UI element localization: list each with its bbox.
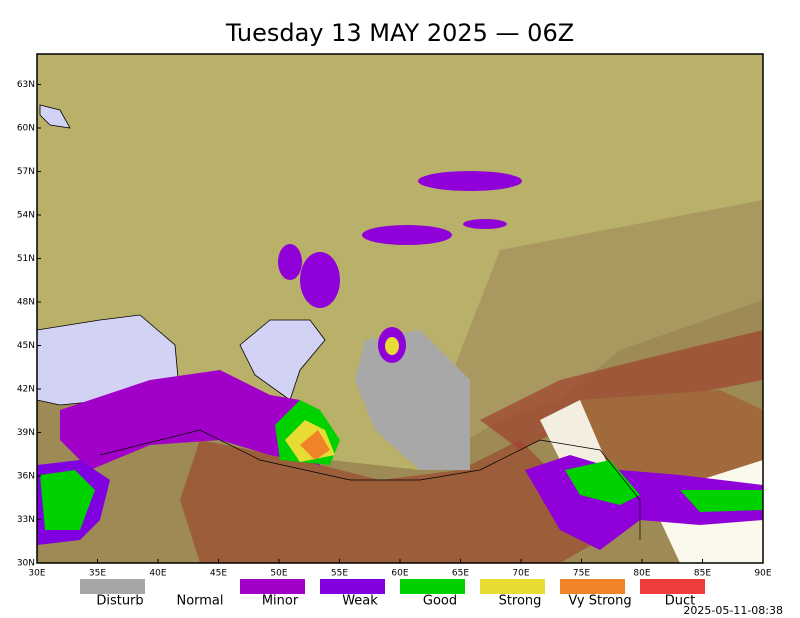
lon-label: 75E bbox=[573, 569, 590, 579]
lat-label: 63N bbox=[17, 80, 35, 90]
legend-swatch bbox=[400, 579, 465, 594]
weak-area bbox=[300, 252, 340, 308]
lat-label: 36N bbox=[17, 472, 35, 482]
border bbox=[479, 439, 641, 540]
lon-label: 55E bbox=[331, 569, 348, 579]
legend-label: Duct bbox=[665, 594, 696, 609]
good-area bbox=[40, 470, 95, 530]
disturb-area bbox=[355, 330, 470, 470]
lat-label: 45N bbox=[17, 341, 35, 351]
basin bbox=[580, 390, 763, 490]
legend-label: Strong bbox=[499, 594, 542, 609]
legend-label: Vy Strong bbox=[568, 594, 631, 609]
legend-label: Disturb bbox=[96, 594, 143, 609]
map-area bbox=[37, 54, 763, 563]
timestamp: 2025-05-11-08:38 bbox=[683, 604, 783, 617]
lon-label: 70E bbox=[512, 569, 529, 579]
legend-label: Normal bbox=[176, 594, 223, 609]
axis-ticks: 30N 33N 36N 39N 42N 45N 48N 51N 54N 57N 60N 63N 30E 3… bbox=[17, 80, 772, 579]
strong-area bbox=[385, 337, 399, 355]
legend-swatch bbox=[560, 579, 625, 594]
lon-label: 85E bbox=[694, 569, 711, 579]
legend-swatch bbox=[240, 579, 305, 594]
lon-label: 80E bbox=[633, 569, 650, 579]
legend-swatch bbox=[160, 579, 225, 594]
legend: Disturb Normal Minor Weak Good Strong Vy Stron… bbox=[80, 579, 705, 609]
weak-area bbox=[362, 225, 452, 245]
lon-label: 35E bbox=[89, 569, 106, 579]
legend-label: Minor bbox=[262, 594, 299, 609]
lon-label: 40E bbox=[149, 569, 166, 579]
lat-label: 51N bbox=[17, 254, 35, 264]
minor-area bbox=[60, 370, 330, 470]
lat-label: 42N bbox=[17, 385, 35, 395]
lat-label: 60N bbox=[17, 124, 35, 134]
legend-swatch bbox=[480, 579, 545, 594]
lat-label: 57N bbox=[17, 167, 35, 177]
lon-label: 45E bbox=[210, 569, 227, 579]
weak-area bbox=[278, 244, 302, 280]
legend-swatch bbox=[640, 579, 705, 594]
lon-label: 30E bbox=[28, 569, 45, 579]
weak-area bbox=[418, 171, 522, 191]
lon-label: 90E bbox=[754, 569, 771, 579]
legend-label: Good bbox=[423, 594, 457, 609]
mountains bbox=[180, 440, 600, 563]
lon-label: 60E bbox=[391, 569, 408, 579]
good-area bbox=[565, 460, 640, 505]
legend-label: Weak bbox=[342, 594, 378, 609]
lon-label: 65E bbox=[452, 569, 469, 579]
legend-swatch bbox=[320, 579, 385, 594]
border bbox=[99, 429, 481, 481]
lat-label: 33N bbox=[17, 515, 35, 525]
lon-label: 50E bbox=[270, 569, 287, 579]
lake bbox=[39, 104, 71, 129]
lat-label: 54N bbox=[17, 211, 35, 221]
lat-label: 30N bbox=[17, 559, 35, 569]
lat-label: 39N bbox=[17, 428, 35, 438]
weak-area bbox=[463, 219, 507, 229]
legend-swatch bbox=[80, 579, 145, 594]
snow bbox=[540, 400, 610, 470]
good-area bbox=[680, 490, 763, 512]
map-title: Tuesday 13 MAY 2025 — 06Z bbox=[225, 19, 574, 47]
vy-strong-area bbox=[300, 430, 330, 460]
lat-label: 48N bbox=[17, 298, 35, 308]
